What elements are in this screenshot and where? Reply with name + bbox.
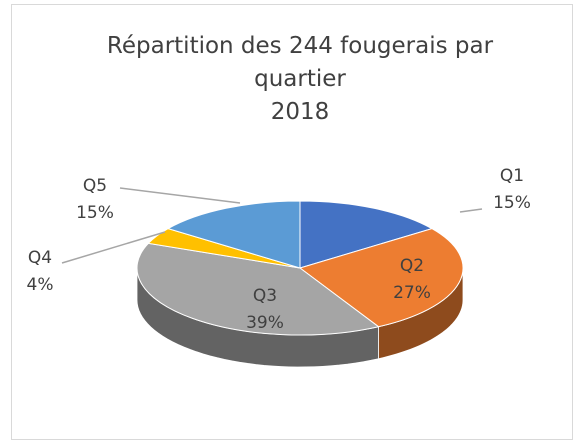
leader-line <box>61 231 166 264</box>
data-label-category: Q2 <box>400 256 424 276</box>
data-label-value: 27% <box>393 283 431 303</box>
leader-line <box>459 208 483 213</box>
data-label-category: Q1 <box>500 166 524 186</box>
chart-subtitle: 2018 <box>270 99 330 125</box>
data-label-value: 15% <box>493 193 531 213</box>
pie-slice <box>298 228 464 328</box>
pie-slice <box>136 242 380 336</box>
data-label-category: Q5 <box>83 176 107 196</box>
data-label-category: Q4 <box>28 248 52 268</box>
data-label-value: 15% <box>76 203 114 223</box>
chart-frame <box>11 4 573 440</box>
data-label-category: Q3 <box>253 286 277 306</box>
pie-slice <box>299 200 434 269</box>
leader-line <box>119 187 241 204</box>
data-label-value: 4% <box>27 275 54 295</box>
chart-title-block: Répartition des 244 fougerais par quarti… <box>80 30 520 129</box>
pie-slice <box>166 200 301 269</box>
chart-title: Répartition des 244 fougerais par quarti… <box>106 33 494 92</box>
data-label-value: 39% <box>246 313 284 333</box>
